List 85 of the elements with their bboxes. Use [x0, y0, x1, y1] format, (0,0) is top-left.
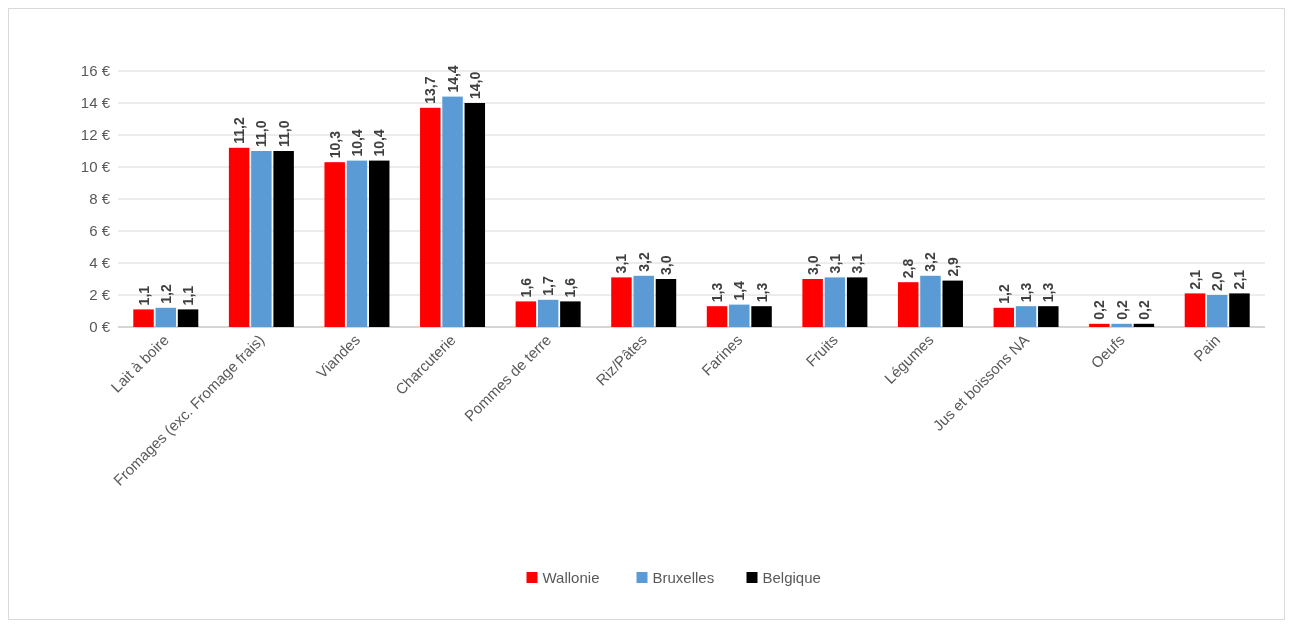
bar — [655, 279, 677, 327]
legend-label: Bruxelles — [652, 569, 715, 587]
bar — [228, 147, 250, 327]
bar — [633, 275, 654, 327]
bar — [346, 160, 368, 327]
data-label: 0,2 — [1113, 300, 1130, 320]
data-label: 2,8 — [900, 258, 917, 279]
y-tick-label: 6 € — [89, 222, 111, 240]
data-label: 11,2 — [231, 117, 248, 144]
bar — [368, 160, 390, 327]
bar — [1015, 306, 1037, 327]
data-label: 1,2 — [995, 284, 1012, 304]
bar — [133, 309, 154, 327]
bar — [442, 96, 463, 327]
data-label: 14,4 — [444, 65, 461, 93]
data-label: 2,1 — [1186, 269, 1203, 290]
bar — [706, 306, 728, 327]
bar — [537, 299, 559, 327]
y-tick-label: 2 € — [89, 286, 111, 304]
bar — [464, 103, 486, 327]
bar — [515, 301, 537, 327]
bar — [897, 282, 919, 327]
data-label: 10,3 — [326, 130, 343, 159]
bar — [177, 309, 199, 327]
y-tick-label: 12 € — [80, 126, 111, 144]
data-label: 1,2 — [157, 284, 174, 304]
data-label: 2,9 — [944, 256, 961, 277]
bar — [993, 307, 1015, 327]
data-label: 1,4 — [731, 280, 748, 301]
bar — [751, 306, 772, 327]
bar — [920, 275, 941, 327]
data-label: 13,7 — [422, 76, 439, 104]
data-label: 11,0 — [253, 120, 270, 147]
data-label: 1,1 — [180, 285, 197, 306]
data-label: 3,2 — [635, 252, 652, 272]
bar — [273, 151, 294, 327]
data-label: 2,1 — [1231, 269, 1248, 290]
y-tick-label: 16 € — [80, 62, 111, 80]
y-tick-label: 0 € — [89, 318, 111, 336]
data-label: 1,1 — [135, 285, 152, 306]
data-label: 3,1 — [849, 253, 866, 274]
bar — [1229, 293, 1250, 327]
bar — [155, 307, 177, 327]
bar — [824, 277, 846, 327]
bar — [1133, 323, 1155, 327]
bar — [420, 107, 441, 327]
data-label: 3,1 — [826, 253, 843, 274]
data-label: 0,2 — [1091, 300, 1108, 320]
bar — [1206, 295, 1228, 327]
bar — [560, 301, 581, 327]
data-label: 1,6 — [562, 277, 579, 298]
data-label: 0,2 — [1135, 300, 1152, 320]
data-label: 3,0 — [804, 255, 821, 275]
data-label: 2,0 — [1209, 271, 1226, 291]
y-tick-label: 10 € — [80, 158, 111, 176]
data-label: 1,3 — [709, 282, 726, 303]
bar — [942, 280, 963, 327]
data-label: 3,1 — [613, 253, 630, 274]
y-tick-label: 4 € — [89, 254, 111, 272]
data-label: 3,0 — [657, 255, 674, 275]
legend-label: Wallonie — [542, 569, 600, 587]
bar — [1111, 323, 1132, 327]
data-label: 1,3 — [753, 282, 770, 303]
bar — [251, 151, 272, 327]
data-label: 1,3 — [1040, 282, 1057, 303]
legend-label: Belgique — [762, 569, 821, 587]
bar — [802, 279, 823, 327]
data-label: 1,3 — [1018, 282, 1035, 303]
bar — [1184, 293, 1206, 327]
data-label: 3,2 — [922, 252, 939, 272]
bar — [729, 304, 750, 327]
y-tick-label: 8 € — [89, 190, 111, 208]
data-label: 10,4 — [348, 129, 365, 157]
x-tick-label: Pain — [1190, 331, 1224, 365]
data-label: 11,0 — [275, 120, 292, 147]
data-label: 1,6 — [517, 277, 534, 298]
y-tick-label: 14 € — [80, 94, 111, 112]
data-label: 14,0 — [466, 71, 483, 99]
bar — [1038, 306, 1059, 327]
bar — [846, 277, 868, 327]
data-label: 10,4 — [371, 129, 388, 157]
bar — [611, 277, 632, 327]
bar — [324, 162, 345, 327]
data-label: 1,7 — [540, 276, 557, 296]
bar — [1089, 323, 1110, 327]
